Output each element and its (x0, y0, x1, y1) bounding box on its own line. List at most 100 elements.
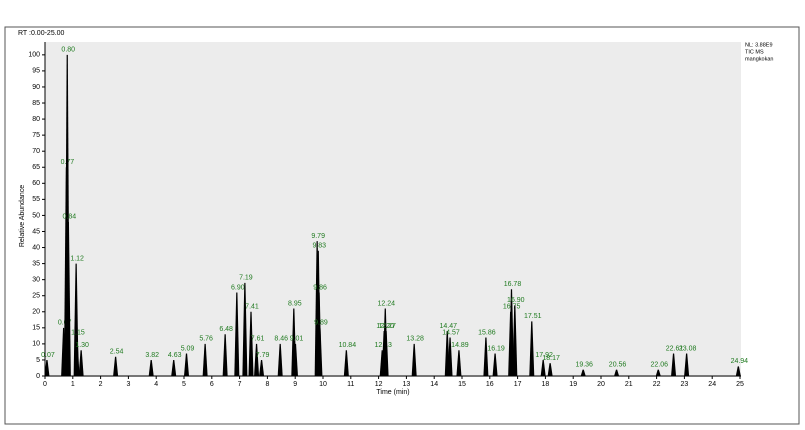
x-tick-label: 0 (43, 381, 47, 388)
peak (202, 343, 208, 376)
y-tick-label: 55 (32, 196, 40, 203)
peak-label: 23.08 (679, 345, 697, 352)
peak-label: 10.84 (339, 342, 357, 349)
y-tick-label: 75 (32, 132, 40, 139)
peak (74, 337, 80, 376)
peak-label: 6.48 (219, 326, 233, 333)
info: NL: 3.88E9 (745, 42, 773, 48)
x-tick-label: 24 (708, 381, 716, 388)
peak (735, 366, 741, 376)
peak-label: 7.61 (251, 336, 265, 343)
peak (655, 369, 661, 376)
y-tick-label: 35 (32, 260, 40, 267)
peak-label: 14.57 (442, 329, 460, 336)
peak-label: 17.92 (535, 352, 553, 359)
x-tick-label: 8 (265, 381, 269, 388)
info: TIC MS (745, 49, 764, 55)
peak-label: 16.90 (507, 297, 525, 304)
x-tick-label: 14 (430, 381, 438, 388)
peak (44, 359, 50, 376)
x-tick-label: 17 (514, 381, 522, 388)
peak-label: 5.76 (199, 336, 213, 343)
peak-label: 9.83 (312, 243, 326, 250)
y-tick-label: 70 (32, 148, 40, 155)
peak-label: 9.89 (314, 320, 328, 327)
peak-label: 19.36 (575, 361, 593, 368)
peak (411, 343, 417, 376)
peak (277, 343, 283, 376)
x-tick-label: 2 (99, 381, 103, 388)
x-tick-label: 7 (238, 381, 242, 388)
peak (547, 363, 553, 376)
peak (234, 292, 240, 376)
x-tick-label: 16 (486, 381, 494, 388)
peak-label: 18.17 (542, 355, 560, 362)
y-tick-label: 10 (32, 341, 40, 348)
peak (317, 327, 323, 376)
peak (580, 369, 586, 376)
x-tick-label: 9 (293, 381, 297, 388)
peak (259, 359, 265, 376)
peak-label: 7.79 (256, 352, 270, 359)
y-tick-label: 85 (32, 100, 40, 107)
peak-label: 13.28 (406, 336, 424, 343)
peak-label: 20.56 (609, 361, 627, 368)
y-tick-label: 50 (32, 212, 40, 219)
peak (529, 321, 535, 376)
peak (113, 356, 119, 376)
y-tick-label: 5 (36, 357, 40, 364)
peak (508, 289, 514, 376)
y-tick-label: 95 (32, 68, 40, 75)
range-header: RT :0.00-25.00 (18, 30, 65, 37)
x-tick-label: 21 (625, 381, 633, 388)
peak (383, 331, 389, 376)
y-tick-label: 25 (32, 293, 40, 300)
x-tick-label: 5 (182, 381, 186, 388)
peak-label: 2.54 (110, 349, 124, 356)
peak-label: 22.06 (651, 361, 669, 368)
peak-label: 4.63 (168, 352, 182, 359)
peak-label: 6.90 (231, 284, 245, 291)
peak-label: 0.07 (41, 352, 55, 359)
peak-label: 7.41 (245, 304, 259, 311)
y-tick-label: 40 (32, 244, 40, 251)
peak (447, 337, 453, 376)
peak (65, 221, 71, 376)
x-tick-label: 19 (569, 381, 577, 388)
peak-label: 15.86 (478, 329, 496, 336)
peak (512, 305, 518, 376)
peak (222, 334, 228, 376)
peak-label: 5.09 (181, 345, 195, 352)
y-tick-label: 65 (32, 164, 40, 171)
x-tick-label: 6 (210, 381, 214, 388)
peak-label: 9.01 (290, 336, 304, 343)
x-tick-label: 11 (347, 381, 354, 388)
y-tick-label: 100 (28, 52, 40, 59)
peak (148, 359, 154, 376)
peak (171, 359, 177, 376)
peak (492, 353, 498, 376)
peak-label: 12.27 (378, 323, 396, 330)
peak-label: 8.95 (288, 300, 302, 307)
x-axis-title: Time (min) (376, 389, 409, 396)
y-axis-title: Relative Abundance (19, 185, 26, 247)
peak-label: 0.84 (63, 214, 77, 221)
y-tick-label: 15 (32, 325, 40, 332)
x-tick-label: 18 (542, 381, 550, 388)
plot-area (45, 42, 741, 377)
y-tick-label: 0 (36, 373, 40, 380)
x-tick-label: 25 (736, 381, 744, 388)
peak-label: 22.61 (666, 345, 684, 352)
peak (184, 353, 190, 376)
peak-label: 7.19 (239, 275, 253, 282)
x-tick-label: 4 (154, 381, 158, 388)
x-tick-label: 12 (375, 381, 383, 388)
peak (248, 311, 254, 376)
y-tick-label: 80 (32, 116, 40, 123)
peak-label: 9.79 (311, 233, 325, 240)
x-tick-label: 3 (126, 381, 130, 388)
x-tick-label: 1 (71, 381, 75, 388)
y-tick-label: 45 (32, 228, 40, 235)
peak (343, 350, 349, 376)
